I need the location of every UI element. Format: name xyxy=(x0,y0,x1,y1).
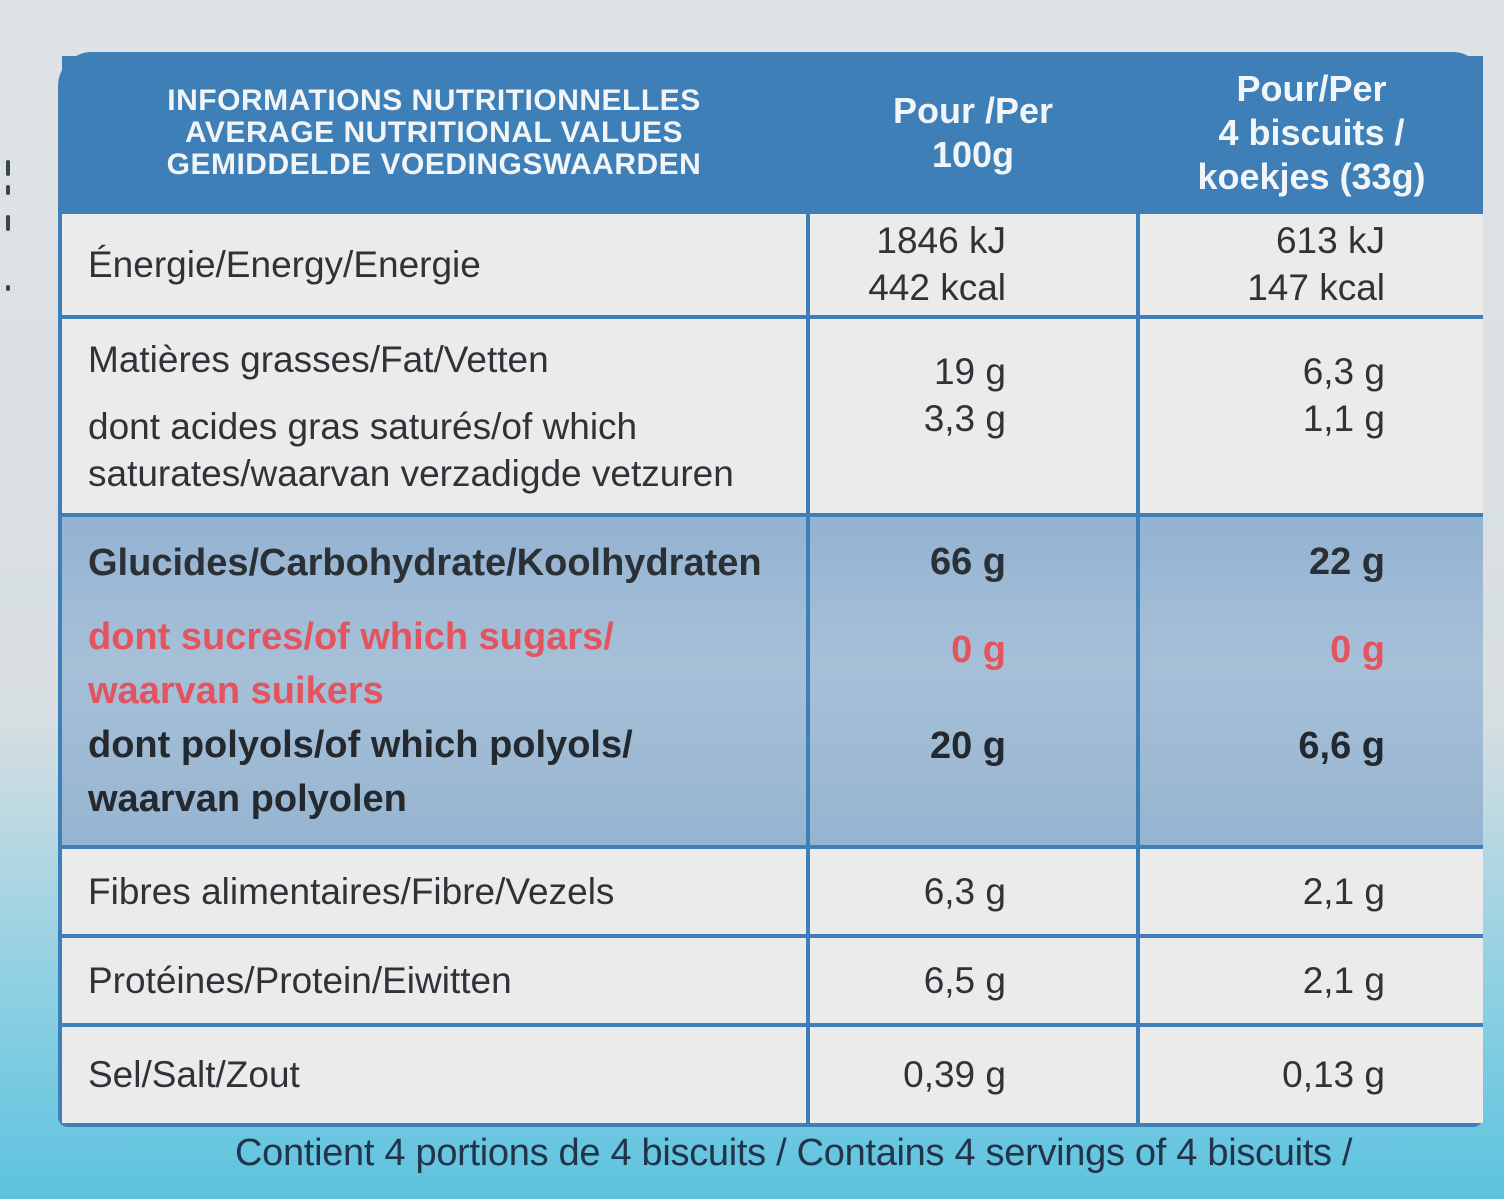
protein-row: Protéines/Protein/Eiwitten 6,5 g 2,1 g xyxy=(62,937,1483,1023)
fibre-row: Fibres alimentaires/Fibre/Vezels 6,3 g 2… xyxy=(62,848,1483,934)
energy-per-100g: 1846 kJ 442 kcal xyxy=(810,213,1136,315)
nutrition-label: INFORMATIONS NUTRITIONNELLES AVERAGE NUT… xyxy=(58,52,1483,1127)
polyols-label: dont polyols/of which polyols/ xyxy=(88,724,633,767)
protein-per-portion: 2,1 g xyxy=(1140,937,1483,1023)
nutrition-table: INFORMATIONS NUTRITIONNELLES AVERAGE NUT… xyxy=(58,52,1487,1127)
fat-label-cell: Matières grasses/Fat/Vetten dont acides … xyxy=(62,318,806,514)
energy-kj: 613 kJ xyxy=(1275,220,1385,262)
carbohydrate-value: 22 g xyxy=(1308,541,1385,584)
title-line-en: AVERAGE NUTRITIONAL VALUES xyxy=(184,115,684,149)
saturates-label: saturates/waarvan verzadigde vetzuren xyxy=(88,452,734,494)
energy-kcal: 147 kcal xyxy=(1247,267,1385,309)
sugars-value: 0 g xyxy=(951,629,1006,672)
fat-row: Matières grasses/Fat/Vetten dont acides … xyxy=(62,318,1483,514)
sugars-label: dont sucres/of which sugars/ xyxy=(88,616,614,659)
carbohydrate-value: 66 g xyxy=(929,541,1006,584)
fibre-per-portion: 2,1 g xyxy=(1140,848,1483,934)
sugars-value: 0 g xyxy=(1330,629,1385,672)
salt-per-100g: 0,39 g xyxy=(810,1026,1136,1123)
fat-label: Matières grasses/Fat/Vetten xyxy=(88,338,549,380)
edge-mark xyxy=(6,185,10,195)
fat-per-100g: 19 g 3,3 g xyxy=(810,318,1136,514)
per-100g-header: Pour /Per 100g xyxy=(810,56,1136,210)
salt-label: Sel/Salt/Zout xyxy=(62,1026,806,1123)
per-portion-line: Pour/Per xyxy=(1236,67,1387,109)
edge-mark xyxy=(6,160,10,176)
fat-per-portion: 6,3 g 1,1 g xyxy=(1140,318,1483,514)
polyols-value: 6,6 g xyxy=(1298,725,1385,768)
carbohydrate-per-portion: 22 g 0 g 6,6 g xyxy=(1140,517,1483,845)
energy-kcal: 442 kcal xyxy=(868,267,1006,309)
title-line-nl: GEMIDDELDE VOEDINGSWAARDEN xyxy=(166,147,702,181)
portions-note: Contient 4 portions de 4 biscuits / Cont… xyxy=(235,1132,1353,1174)
per-portion-header: Pour/Per 4 biscuits / koekjes (33g) xyxy=(1140,56,1483,210)
edge-mark xyxy=(6,215,10,231)
protein-per-100g: 6,5 g xyxy=(810,937,1136,1023)
polyols-label: waarvan polyolen xyxy=(88,778,407,821)
saturates-value: 1,1 g xyxy=(1302,398,1385,440)
per-100g-line: 100g xyxy=(931,133,1015,175)
fibre-label: Fibres alimentaires/Fibre/Vezels xyxy=(62,848,806,934)
energy-kj: 1846 kJ xyxy=(876,220,1006,262)
polyols-value: 20 g xyxy=(929,725,1006,768)
title-line-fr: INFORMATIONS NUTRITIONNELLES xyxy=(167,83,701,117)
carbohydrate-label: Glucides/Carbohydrate/Koolhydraten xyxy=(88,542,762,585)
energy-per-portion: 613 kJ 147 kcal xyxy=(1140,213,1483,315)
carbohydrate-per-100g: 66 g 0 g 20 g xyxy=(810,517,1136,845)
header-row: INFORMATIONS NUTRITIONNELLES AVERAGE NUT… xyxy=(62,56,1483,210)
fat-value: 6,3 g xyxy=(1302,351,1385,393)
per-portion-line: koekjes (33g) xyxy=(1197,155,1426,197)
edge-mark xyxy=(6,285,10,291)
saturates-value: 3,3 g xyxy=(923,398,1006,440)
per-100g-line: Pour /Per xyxy=(892,89,1054,131)
energy-row: Énergie/Energy/Energie 1846 kJ 442 kcal … xyxy=(62,213,1483,315)
protein-label: Protéines/Protein/Eiwitten xyxy=(62,937,806,1023)
carbohydrate-label-cell: Glucides/Carbohydrate/Koolhydraten dont … xyxy=(62,517,806,845)
fat-value: 19 g xyxy=(933,351,1006,393)
salt-row: Sel/Salt/Zout 0,39 g 0,13 g xyxy=(62,1026,1483,1123)
per-portion-line: 4 biscuits / xyxy=(1218,111,1405,153)
sugars-label: waarvan suikers xyxy=(88,670,384,713)
table-title: INFORMATIONS NUTRITIONNELLES AVERAGE NUT… xyxy=(62,56,806,210)
carbohydrate-row: Glucides/Carbohydrate/Koolhydraten dont … xyxy=(62,517,1483,845)
energy-label: Énergie/Energy/Energie xyxy=(62,213,806,315)
salt-per-portion: 0,13 g xyxy=(1140,1026,1483,1123)
fibre-per-100g: 6,3 g xyxy=(810,848,1136,934)
saturates-label: dont acides gras saturés/of which xyxy=(88,405,638,447)
